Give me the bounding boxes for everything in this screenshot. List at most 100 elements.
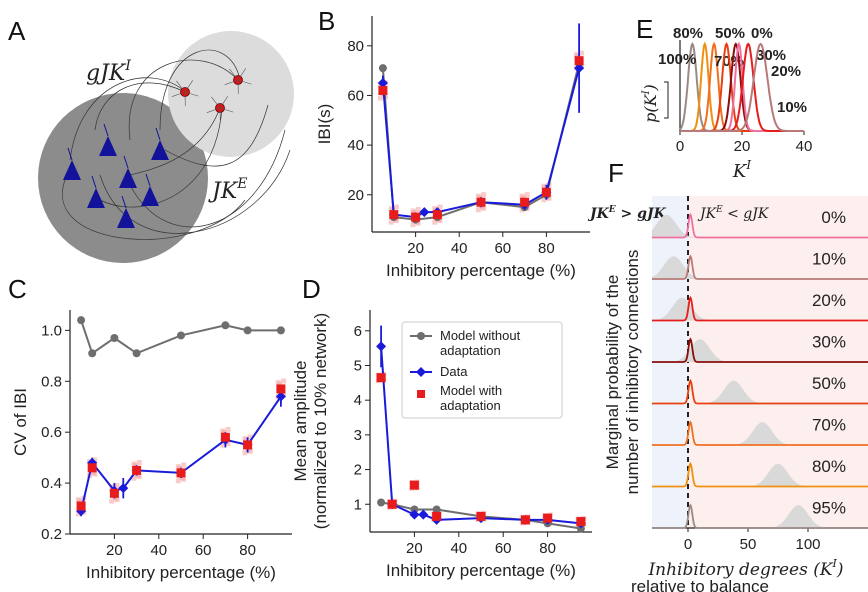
legend-marker-without [417, 332, 425, 340]
point-model-without-adaptation [410, 505, 419, 514]
scale-bracket [664, 81, 669, 119]
point-model-without-adaptation [177, 331, 185, 340]
x-tick-label: 20 [734, 138, 751, 155]
trial-point [475, 207, 481, 213]
trial-point [377, 95, 383, 101]
panel-label-c: C [8, 274, 27, 304]
legend-marker-data [416, 367, 426, 377]
x-tick-label: 40 [450, 540, 467, 557]
neurite-line [176, 80, 186, 93]
trial-point [432, 219, 438, 225]
dendrite-line [103, 123, 109, 137]
series-label: 20% [771, 63, 801, 80]
y-tick-label: 5 [354, 358, 362, 375]
y-tick-label: 0.2 [41, 526, 62, 543]
dendrite-line [155, 127, 161, 141]
trial-point [131, 461, 137, 467]
y-tick-label: 2 [354, 462, 362, 479]
x-tick-label: 20 [406, 540, 423, 557]
x-axis-label: Inhibitory percentage (%) [86, 563, 276, 582]
point-data [377, 78, 388, 89]
x-tick-label: 100 [795, 536, 820, 553]
point-model-with-adaptation [476, 511, 486, 521]
trial-point [220, 428, 226, 434]
x-tick-label: 20 [407, 240, 424, 257]
y-axis-label: Mean amplitude [291, 361, 310, 482]
neurite-line [206, 107, 221, 113]
panel-c-cv-chart: 0.2 0.4 0.6 0.8 1.0 20 40 60 80 Inhibitory percen… [11, 310, 292, 582]
row-label: 80% [812, 457, 846, 476]
trial-point [432, 206, 438, 212]
point-model-without-adaptation [276, 326, 285, 335]
trial-point [573, 52, 579, 58]
x-tick-label: 50 [740, 536, 757, 553]
trial-point [242, 436, 248, 442]
right-region-note: JKE < gJK [697, 205, 770, 222]
point-model-with-adaptation [176, 468, 186, 478]
point-model-with-adaptation [376, 373, 386, 383]
series-label: 100% [658, 51, 696, 68]
point-model-with-adaptation [132, 465, 142, 475]
row-label: 95% [812, 498, 846, 517]
y-tick-label: 40 [347, 137, 364, 154]
point-model-without-adaptation [377, 498, 386, 507]
trial-point [242, 450, 248, 456]
point-data [275, 391, 286, 402]
legend-label-without: Model without [440, 328, 521, 343]
network-schematic: gJKI JKE [38, 31, 294, 263]
y-tick-label: 4 [354, 392, 362, 409]
point-model-without-adaptation [77, 316, 86, 325]
point-model-with-adaptation [243, 440, 253, 450]
point-data [418, 509, 429, 520]
point-model-without-adaptation [221, 321, 230, 330]
row-distribution-curve [652, 461, 868, 488]
point-data [409, 509, 420, 520]
panel-label-f: F [608, 158, 624, 188]
trial-point [410, 208, 416, 214]
trial-point [247, 434, 253, 440]
legend-label-with-2: adaptation [440, 398, 501, 413]
point-data [574, 63, 585, 74]
neurite-line [224, 79, 239, 85]
legend-marker-with [417, 390, 425, 398]
trial-point [92, 457, 98, 463]
trial-point [481, 192, 487, 198]
excitatory-neuron [151, 140, 169, 160]
point-model-with-adaptation [432, 511, 442, 521]
x-tick-label: 80 [539, 540, 556, 557]
y-axis-label: Marginal probability of the [603, 275, 622, 470]
series-label: 80% [673, 25, 703, 42]
trial-point [519, 193, 525, 199]
trial-point [388, 219, 394, 225]
series-label: 10% [777, 99, 807, 116]
trial-point [415, 207, 421, 213]
inhibitory-population-circle [168, 31, 294, 157]
x-tick-label: 60 [195, 542, 212, 559]
point-model-with-adaptation [378, 85, 388, 95]
dendrite-line [123, 155, 129, 169]
point-model-without-adaptation [576, 524, 585, 533]
neurite-line [211, 96, 221, 109]
row-distribution-curve [652, 503, 868, 529]
excitatory-neuron [63, 160, 81, 180]
excitatory-neurons [63, 123, 169, 228]
neurite-line [184, 80, 194, 93]
y-tick-label: 1 [354, 496, 362, 513]
trial-point [541, 183, 547, 189]
legend-label-with: Model with [440, 383, 502, 398]
excitatory-neuron [99, 136, 117, 156]
row-label: 30% [812, 332, 846, 351]
row-label: 50% [812, 374, 846, 393]
row-distribution-curve [652, 212, 868, 239]
trial-point [579, 50, 585, 56]
point-data [419, 207, 430, 218]
y-tick-label: 80 [347, 38, 364, 55]
y-axis-label-2: number of inhibitory connections [623, 250, 642, 495]
point-model-without-adaptation [88, 349, 97, 358]
point-model-without-adaptation [432, 505, 441, 514]
y-tick-label: 0.6 [41, 424, 62, 441]
point-model-without-adaptation [132, 349, 141, 358]
x-tick-label: 80 [538, 240, 555, 257]
trial-point [275, 380, 281, 386]
